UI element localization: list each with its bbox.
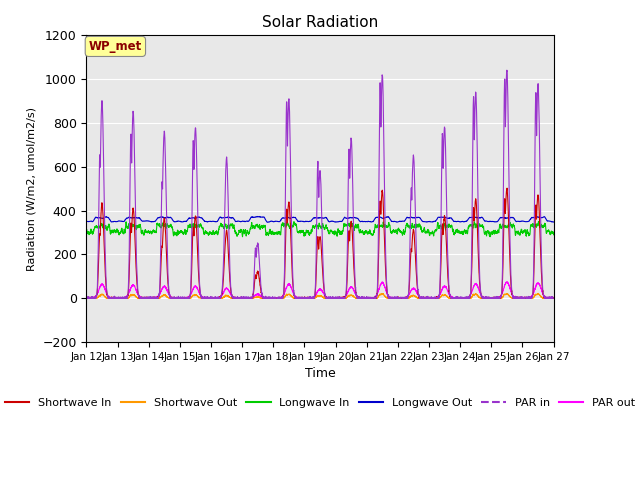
Y-axis label: Radiation (W/m2, umol/m2/s): Radiation (W/m2, umol/m2/s) [27,107,36,271]
PAR in [166,295,174,301]
X-axis label: Time: Time [305,367,335,380]
Longwave Out [302,218,310,224]
Text: WP_met: WP_met [89,40,142,53]
PAR out [399,295,406,301]
Line: PAR out: PAR out [86,282,554,298]
PAR out [83,295,91,301]
Shortwave Out [302,295,310,301]
Shortwave Out [83,295,90,301]
Longwave Out [451,218,459,224]
Longwave Out [166,215,174,220]
PAR in [424,295,432,301]
Line: Longwave In: Longwave In [86,221,554,237]
Shortwave Out [550,295,557,301]
PAR in [451,295,458,301]
Shortwave In [398,295,406,301]
Legend: Shortwave In, Shortwave Out, Longwave In, Longwave Out, PAR in, PAR out: Shortwave In, Shortwave Out, Longwave In… [1,394,639,412]
Longwave Out [424,219,432,225]
Shortwave Out [399,295,406,301]
Longwave In [424,228,432,234]
PAR in [83,295,90,301]
Longwave In [83,227,90,233]
PAR out [502,279,510,285]
Longwave In [549,230,557,236]
Longwave Out [550,219,557,225]
Shortwave In [550,295,557,301]
PAR out [83,295,90,301]
PAR in [302,295,310,300]
PAR out [302,295,310,301]
Longwave In [399,231,406,237]
Shortwave In [302,295,310,301]
Longwave Out [264,219,271,225]
Line: Longwave Out: Longwave Out [86,216,554,222]
Longwave Out [83,218,90,224]
Longwave In [239,234,246,240]
Longwave Out [399,218,406,224]
Shortwave In [549,295,557,301]
Shortwave In [503,185,511,191]
PAR out [424,295,432,301]
Longwave In [451,230,458,236]
Longwave In [166,223,174,229]
PAR in [549,295,557,300]
Shortwave Out [549,295,557,301]
PAR in [550,295,557,301]
Shortwave Out [534,290,542,296]
Shortwave In [83,295,90,301]
PAR in [503,67,511,73]
PAR in [398,295,406,301]
Shortwave In [166,294,174,300]
PAR out [550,295,557,301]
PAR out [549,295,557,301]
Line: Shortwave Out: Shortwave Out [86,293,554,298]
Shortwave In [451,295,458,301]
PAR out [166,294,174,300]
Shortwave Out [424,295,432,301]
Shortwave Out [166,295,174,301]
Title: Solar Radiation: Solar Radiation [262,15,378,30]
Longwave In [535,218,543,224]
Shortwave In [424,295,432,301]
Longwave In [302,230,310,236]
Shortwave Out [451,295,458,300]
Longwave Out [549,219,557,225]
Shortwave Out [83,295,90,301]
Line: PAR in: PAR in [86,70,554,298]
Line: Shortwave In: Shortwave In [86,188,554,298]
Longwave Out [255,214,263,219]
PAR out [451,295,458,301]
Longwave In [550,232,557,238]
